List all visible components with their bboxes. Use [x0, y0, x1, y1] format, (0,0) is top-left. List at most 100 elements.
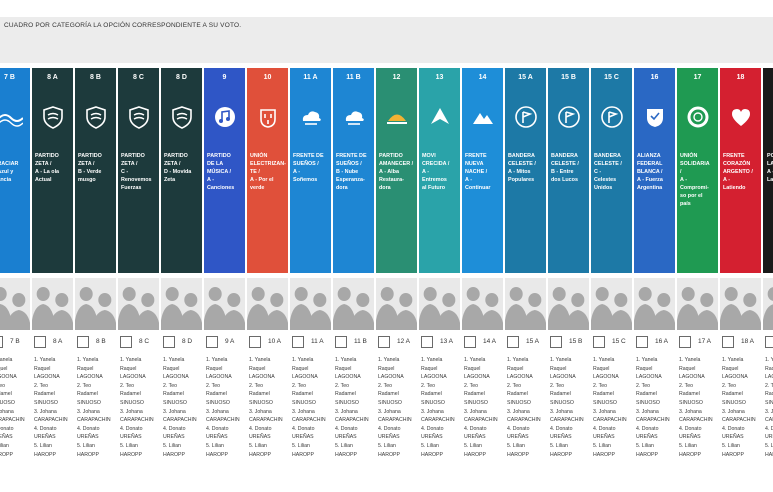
vote-checkbox[interactable] [636, 336, 648, 348]
vote-checkbox[interactable] [593, 336, 605, 348]
candidate-photo [419, 278, 460, 330]
flag-icon [557, 106, 580, 128]
vote-checkbox[interactable] [335, 336, 347, 348]
party-header: 12 PARTIDO AMANECER / A - Alba Restaura- … [376, 68, 417, 273]
list-code: 8 C [139, 338, 150, 345]
candidate-list: 1. Yanela Raquel LAGOONA 2. Teo Radamel … [464, 357, 498, 458]
party-column: 15 B BANDERA CELESTE / B - Entre dos Luco… [548, 68, 589, 492]
party-column: 11 A FRENTE DE SUEÑOS / A - Soñemos 11 A 1.… [290, 68, 331, 492]
candidate-photo [32, 278, 73, 330]
candidate-photo [204, 278, 245, 330]
list-number: 12 [392, 74, 401, 81]
candidate-photo [290, 278, 331, 330]
candidate-list: 1. Yanela Raquel LAGOONA 2. Teo Radamel … [77, 357, 111, 458]
party-header: 16 ALIANZA FEDERAL BLANCA / A - Fuerza Ar… [634, 68, 675, 273]
list-code: 9 A [225, 338, 235, 345]
party-header: 15 C BANDERA CELESTE / C - Celestes Unido… [591, 68, 632, 273]
vote-checkbox[interactable] [378, 336, 390, 348]
candidate-list: 1. Yanela Raquel LAGOONA 2. Teo Radamel … [679, 357, 713, 458]
party-name: PO… LA… A - La… [767, 153, 773, 183]
arrow-up-icon [430, 108, 449, 124]
list-code: 15 C [612, 338, 626, 345]
vote-checkbox[interactable] [120, 336, 132, 348]
vote-checkbox[interactable] [34, 336, 46, 348]
list-code: 17 A [698, 338, 712, 345]
mountain-icon [472, 113, 493, 124]
candidate-list: 1. Yanela Raquel LAGOONA 2. Teo Radamel … [206, 357, 240, 458]
party-name: ALIANZA FEDERAL BLANCA / A - Fuerza Arge… [637, 153, 663, 191]
list-code: 8 B [96, 338, 106, 345]
candidate-list: 1. Yanela Raquel LAGOONA 2. Teo Radamel … [550, 357, 584, 458]
party-column: 8 A PARTIDO ZETA / A - La ola Actual 8 A 1.… [32, 68, 73, 492]
candidate-photo [0, 278, 30, 330]
vote-checkbox[interactable] [464, 336, 476, 348]
list-code: 11 B [354, 338, 367, 345]
list-number: 9 [222, 74, 227, 81]
party-header: 15 B BANDERA CELESTE / B - Entre dos Luco… [548, 68, 589, 273]
party-header: 7 B … …RACIAR …Azul y …ancia [0, 68, 30, 273]
ring-icon [687, 106, 708, 128]
vote-checkbox[interactable] [77, 336, 89, 348]
party-name: PARTIDO ZETA / D - Movida Zeta [164, 153, 192, 183]
wave-icon [0, 114, 23, 127]
vote-checkbox[interactable] [292, 336, 304, 348]
candidate-list: 1. Yanela Raquel LAGOONA 2. Teo Radamel … [765, 357, 773, 458]
top-margin [0, 0, 773, 17]
party-name: … …RACIAR …Azul y …ancia [0, 161, 19, 183]
party-column: 15 C BANDERA CELESTE / C - Celestes Unido… [591, 68, 632, 492]
candidate-photo [118, 278, 159, 330]
candidate-photo [333, 278, 374, 330]
candidate-list: 1. Yanela Raquel LAGOONA 2. Teo Radamel … [0, 357, 25, 458]
candidate-photo [548, 278, 589, 330]
list-code: 8 A [53, 338, 63, 345]
vote-checkbox[interactable] [765, 336, 773, 348]
vote-checkbox[interactable] [163, 336, 175, 348]
party-name: UNIÓN ELECTRIZAN- TE / A - Por el verde [250, 153, 286, 191]
shield-icon [85, 106, 106, 129]
party-column: 7 B … …RACIAR …Azul y …ancia 7 B 1. Yanela … [0, 68, 30, 492]
vote-checkbox[interactable] [249, 336, 261, 348]
candidate-photo [75, 278, 116, 330]
vote-checkbox[interactable] [206, 336, 218, 348]
party-header: 10 UNIÓN ELECTRIZAN- TE / A - Por el verd… [247, 68, 288, 273]
candidate-list: 1. Yanela Raquel LAGOONA 2. Teo Radamel … [593, 357, 627, 458]
ballot-instruction: CUADRO POR CATEGORÍA LA OPCIÓN CORRESPON… [4, 22, 242, 29]
list-code: 7 B [10, 338, 20, 345]
candidate-list: 1. Yanela Raquel LAGOONA 2. Teo Radamel … [120, 357, 154, 458]
party-name: UNIÓN SOLIDARIA / A - Compromi- so por e… [680, 153, 710, 207]
candidate-list: 1. Yanela Raquel LAGOONA 2. Teo Radamel … [507, 357, 541, 458]
list-number: 10 [263, 74, 272, 81]
party-name: FRENTE NUEVA NACHE / A - Continuar [465, 153, 491, 191]
party-name: BANDERA CELESTE / C - Celestes Unidos [594, 153, 622, 191]
list-number: 8 C [133, 74, 144, 81]
list-number: 8 A [47, 74, 58, 81]
party-name: FRENTE DE SUEÑOS / B - Nube Esperanza- d… [336, 153, 367, 191]
list-number: 11 B [346, 74, 361, 81]
list-number: 17 [693, 74, 702, 81]
list-code: 8 D [182, 338, 193, 345]
list-code: 12 A [397, 338, 411, 345]
vote-checkbox[interactable] [550, 336, 562, 348]
party-header: 18 FRENTE CORAZÓN ARGENTO / A - Latiendo [720, 68, 761, 273]
list-number: 15 C [604, 74, 619, 81]
candidate-list: 1. Yanela Raquel LAGOONA 2. Teo Radamel … [378, 357, 412, 458]
list-code: 15 B [569, 338, 583, 345]
list-code: 16 A [655, 338, 669, 345]
candidate-list: 1. Yanela Raquel LAGOONA 2. Teo Radamel … [34, 357, 68, 458]
party-column: 8 C PARTIDO ZETA / C - Renovemos Fuerzas 8… [118, 68, 159, 492]
party-column: PO… LA… A - La… 1. Yanela Raquel LAGOONA … [763, 68, 773, 492]
shield-icon [171, 106, 192, 129]
vote-checkbox[interactable] [507, 336, 519, 348]
candidate-photo [677, 278, 718, 330]
candidate-list: 1. Yanela Raquel LAGOONA 2. Teo Radamel … [722, 357, 756, 458]
sunrise-icon [386, 114, 407, 124]
vote-checkbox[interactable] [421, 336, 433, 348]
vote-checkbox[interactable] [679, 336, 691, 348]
party-header: 17 UNIÓN SOLIDARIA / A - Compromi- so por… [677, 68, 718, 273]
vote-checkbox[interactable] [0, 336, 3, 348]
party-header: 8 B PARTIDO ZETA / B - Verde musgo [75, 68, 116, 273]
list-number: 14 [478, 74, 487, 81]
vote-checkbox[interactable] [722, 336, 734, 348]
candidate-photo [161, 278, 202, 330]
